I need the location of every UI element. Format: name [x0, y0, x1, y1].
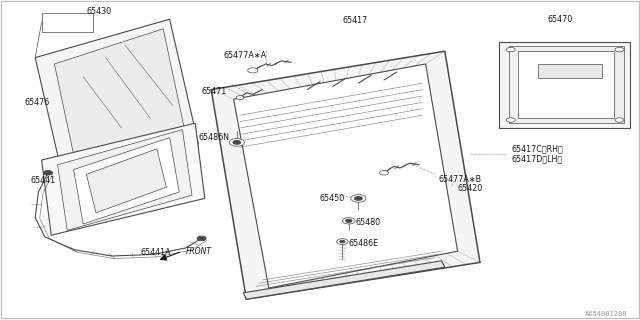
Polygon shape [499, 42, 630, 128]
Text: 65471: 65471 [202, 87, 227, 96]
Polygon shape [54, 29, 186, 170]
Text: 65477A∗A: 65477A∗A [224, 52, 267, 60]
Polygon shape [509, 46, 624, 123]
Polygon shape [58, 130, 192, 230]
Polygon shape [42, 123, 205, 235]
Polygon shape [243, 261, 445, 299]
Circle shape [506, 118, 515, 122]
Circle shape [615, 47, 624, 52]
Polygon shape [86, 149, 166, 213]
Circle shape [340, 240, 345, 243]
Text: 65417: 65417 [342, 16, 368, 25]
Circle shape [346, 219, 352, 222]
Text: 65486N: 65486N [198, 133, 229, 142]
Circle shape [337, 239, 348, 244]
Text: 65470: 65470 [547, 15, 573, 24]
Polygon shape [518, 51, 614, 118]
Circle shape [44, 171, 52, 175]
Text: 65477A∗B: 65477A∗B [438, 175, 481, 184]
Text: 65450: 65450 [320, 194, 345, 203]
Text: 65441A: 65441A [141, 248, 172, 257]
Circle shape [615, 118, 624, 122]
Circle shape [355, 196, 362, 200]
Circle shape [342, 218, 355, 224]
Text: 65476: 65476 [24, 98, 49, 107]
Text: 65417C〈RH〉: 65417C〈RH〉 [512, 144, 564, 153]
Text: 65480: 65480 [355, 218, 380, 227]
Text: 65486E: 65486E [349, 239, 379, 248]
Text: 65441: 65441 [31, 176, 56, 185]
Circle shape [380, 171, 388, 175]
Text: A654001288: A654001288 [585, 311, 627, 317]
Polygon shape [234, 64, 458, 288]
Polygon shape [42, 13, 93, 32]
Text: 65430: 65430 [86, 7, 112, 16]
Text: 65417D〈LH〉: 65417D〈LH〉 [512, 154, 563, 163]
Text: FRONT: FRONT [186, 247, 212, 256]
Circle shape [197, 236, 206, 241]
Polygon shape [74, 138, 179, 224]
Polygon shape [35, 19, 198, 182]
Circle shape [233, 140, 241, 144]
Circle shape [229, 139, 244, 146]
Circle shape [351, 195, 366, 202]
Text: 65420: 65420 [458, 184, 483, 193]
Circle shape [248, 68, 258, 73]
Polygon shape [211, 51, 480, 299]
Circle shape [236, 96, 244, 100]
Circle shape [506, 47, 515, 52]
Polygon shape [538, 64, 602, 78]
